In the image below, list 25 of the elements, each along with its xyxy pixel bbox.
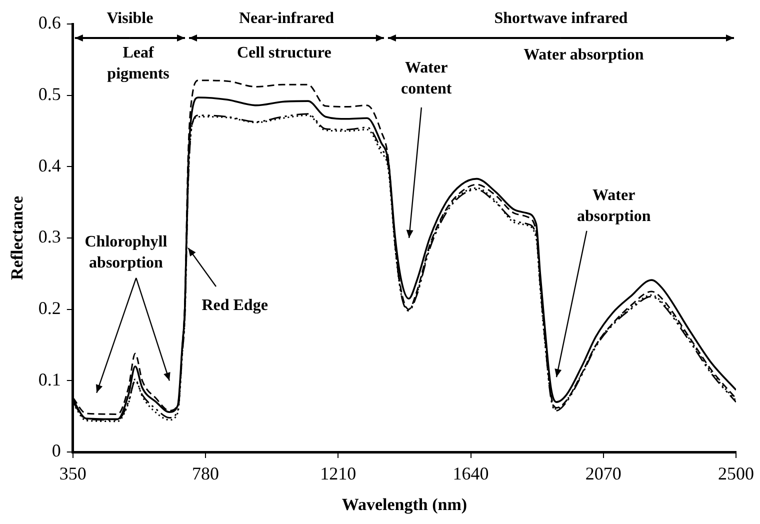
y-tick-label: 0.4 xyxy=(38,155,61,176)
annotation: Near-infrared xyxy=(238,10,334,28)
y-axis-title: Reflectance xyxy=(8,196,27,280)
y-tick-label: 0 xyxy=(52,440,61,461)
annotation: Water content xyxy=(401,59,452,98)
x-tick-label: 1210 xyxy=(320,464,356,484)
y-tick-label: 0.3 xyxy=(38,226,61,247)
annotation: Shortwave infrared xyxy=(494,10,628,28)
annotation: Visible xyxy=(106,10,154,28)
annotation: Leaf pigments xyxy=(107,44,170,82)
annotation: Chlorophyll absorption xyxy=(84,233,168,272)
annotation: Cell structure xyxy=(236,44,332,62)
y-tick-label: 0.5 xyxy=(38,84,61,104)
x-tick-label: 2500 xyxy=(718,464,754,484)
annotation: Water absorption xyxy=(576,187,651,226)
x-tick-label: 2070 xyxy=(585,464,622,484)
x-tick-label: 1640 xyxy=(452,464,489,484)
y-tick-label: 0.6 xyxy=(38,12,61,33)
x-tick-label: 350 xyxy=(59,464,86,484)
y-tick-label: 0.1 xyxy=(38,369,61,390)
y-tick-label: 0.2 xyxy=(38,298,61,318)
x-tick-label: 780 xyxy=(192,464,220,484)
x-axis-title: Wavelength (nm) xyxy=(342,495,468,514)
annotation: Water absorption xyxy=(524,46,644,64)
annotation: Red Edge xyxy=(202,296,268,314)
